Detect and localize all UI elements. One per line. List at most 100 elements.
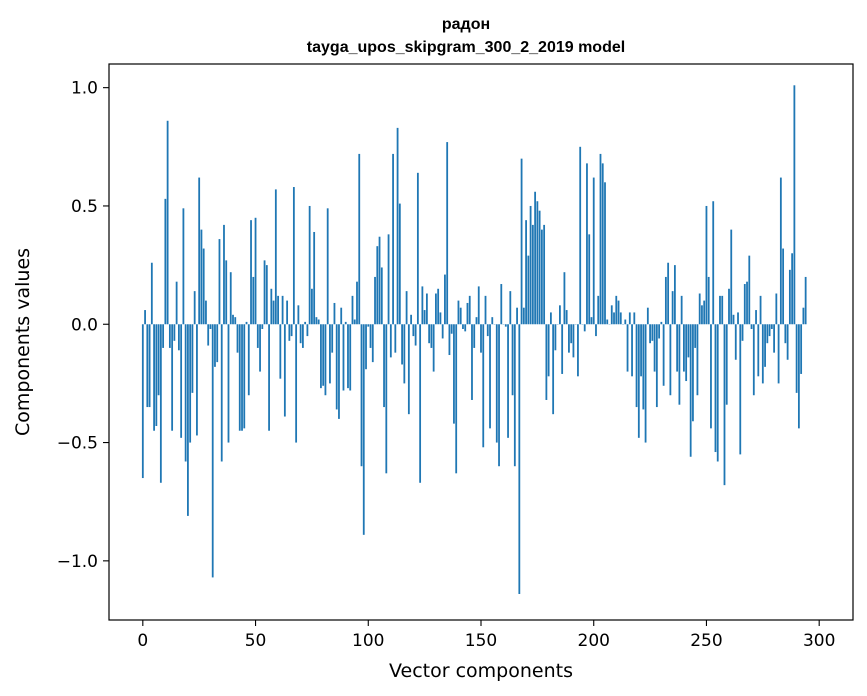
bar xyxy=(714,324,717,453)
bar xyxy=(793,85,796,325)
bar xyxy=(761,324,764,384)
bar xyxy=(371,324,374,363)
bar xyxy=(394,324,397,353)
bar xyxy=(522,307,525,325)
y-tick-label: 0.0 xyxy=(71,315,98,335)
bar xyxy=(367,324,370,327)
bar xyxy=(308,205,311,325)
bar xyxy=(270,288,273,325)
bar xyxy=(392,153,394,325)
bar xyxy=(698,293,701,325)
x-axis-ticks: 0 50 100 150 200 250 300 xyxy=(137,620,835,651)
bar xyxy=(313,231,316,325)
bar xyxy=(232,314,234,325)
bar xyxy=(428,324,431,344)
bar xyxy=(416,172,419,325)
bar xyxy=(283,324,286,417)
bar xyxy=(403,324,406,384)
y-axis-ticks: −1.0 −0.5 0.0 0.5 1.0 xyxy=(57,79,109,572)
bar xyxy=(202,248,205,325)
y-axis-label: Components values xyxy=(12,248,34,436)
bar xyxy=(265,265,268,325)
bar xyxy=(788,269,791,325)
bar xyxy=(247,324,250,396)
bar xyxy=(241,324,243,431)
bar xyxy=(141,324,144,479)
bar xyxy=(529,205,532,325)
bar xyxy=(766,324,769,344)
bar xyxy=(432,324,435,372)
bar xyxy=(784,324,787,344)
bar xyxy=(730,229,733,325)
bar xyxy=(306,324,309,337)
bar xyxy=(511,324,514,396)
bar xyxy=(189,324,192,443)
bar xyxy=(292,187,295,325)
bar xyxy=(640,324,642,377)
bar xyxy=(338,324,340,419)
bar xyxy=(577,324,579,377)
bar xyxy=(274,189,277,325)
bar xyxy=(721,295,724,325)
bar xyxy=(509,291,512,325)
bar xyxy=(662,324,665,386)
bar xyxy=(173,324,176,341)
bar xyxy=(421,286,424,325)
bar xyxy=(734,324,737,360)
bar xyxy=(419,324,422,483)
bar xyxy=(164,198,167,325)
x-tick-label: 150 xyxy=(465,631,497,651)
bar xyxy=(590,317,593,325)
bar xyxy=(723,324,726,486)
bar xyxy=(209,324,212,329)
bar xyxy=(655,324,658,408)
bar xyxy=(166,120,169,325)
bar xyxy=(317,319,320,325)
bar xyxy=(696,324,699,396)
bar xyxy=(304,321,307,325)
bar xyxy=(637,324,640,438)
bar xyxy=(320,324,322,389)
bar xyxy=(540,229,543,325)
bar xyxy=(146,324,149,408)
bar xyxy=(701,305,703,325)
bar xyxy=(229,272,232,325)
bar xyxy=(572,324,575,358)
bar xyxy=(504,324,507,327)
bar xyxy=(592,177,595,325)
bar xyxy=(412,324,415,337)
bar xyxy=(385,324,388,474)
bar xyxy=(635,324,638,408)
bar xyxy=(644,324,647,443)
bar xyxy=(324,324,327,396)
bar xyxy=(326,208,329,325)
bar xyxy=(764,324,766,367)
bar xyxy=(171,324,174,431)
bar xyxy=(236,324,239,353)
bar xyxy=(527,255,530,325)
bar xyxy=(159,324,162,483)
bar xyxy=(187,324,189,516)
y-tick-label: −1.0 xyxy=(57,552,98,572)
bar xyxy=(759,295,762,325)
bar xyxy=(694,324,697,348)
bar xyxy=(444,274,446,325)
bar xyxy=(471,324,473,400)
bar xyxy=(755,310,757,325)
bar xyxy=(150,262,153,325)
bar xyxy=(737,312,739,325)
bar xyxy=(646,307,649,325)
bar xyxy=(482,324,485,448)
bar xyxy=(671,291,674,325)
bar xyxy=(732,314,735,325)
bar xyxy=(500,284,503,325)
bar xyxy=(534,191,537,325)
bar xyxy=(712,201,715,325)
bar xyxy=(568,324,570,353)
bar xyxy=(786,324,789,360)
bar xyxy=(389,324,392,358)
bar xyxy=(725,324,728,405)
bar xyxy=(198,177,201,325)
bar xyxy=(360,324,363,467)
bar xyxy=(396,127,399,325)
